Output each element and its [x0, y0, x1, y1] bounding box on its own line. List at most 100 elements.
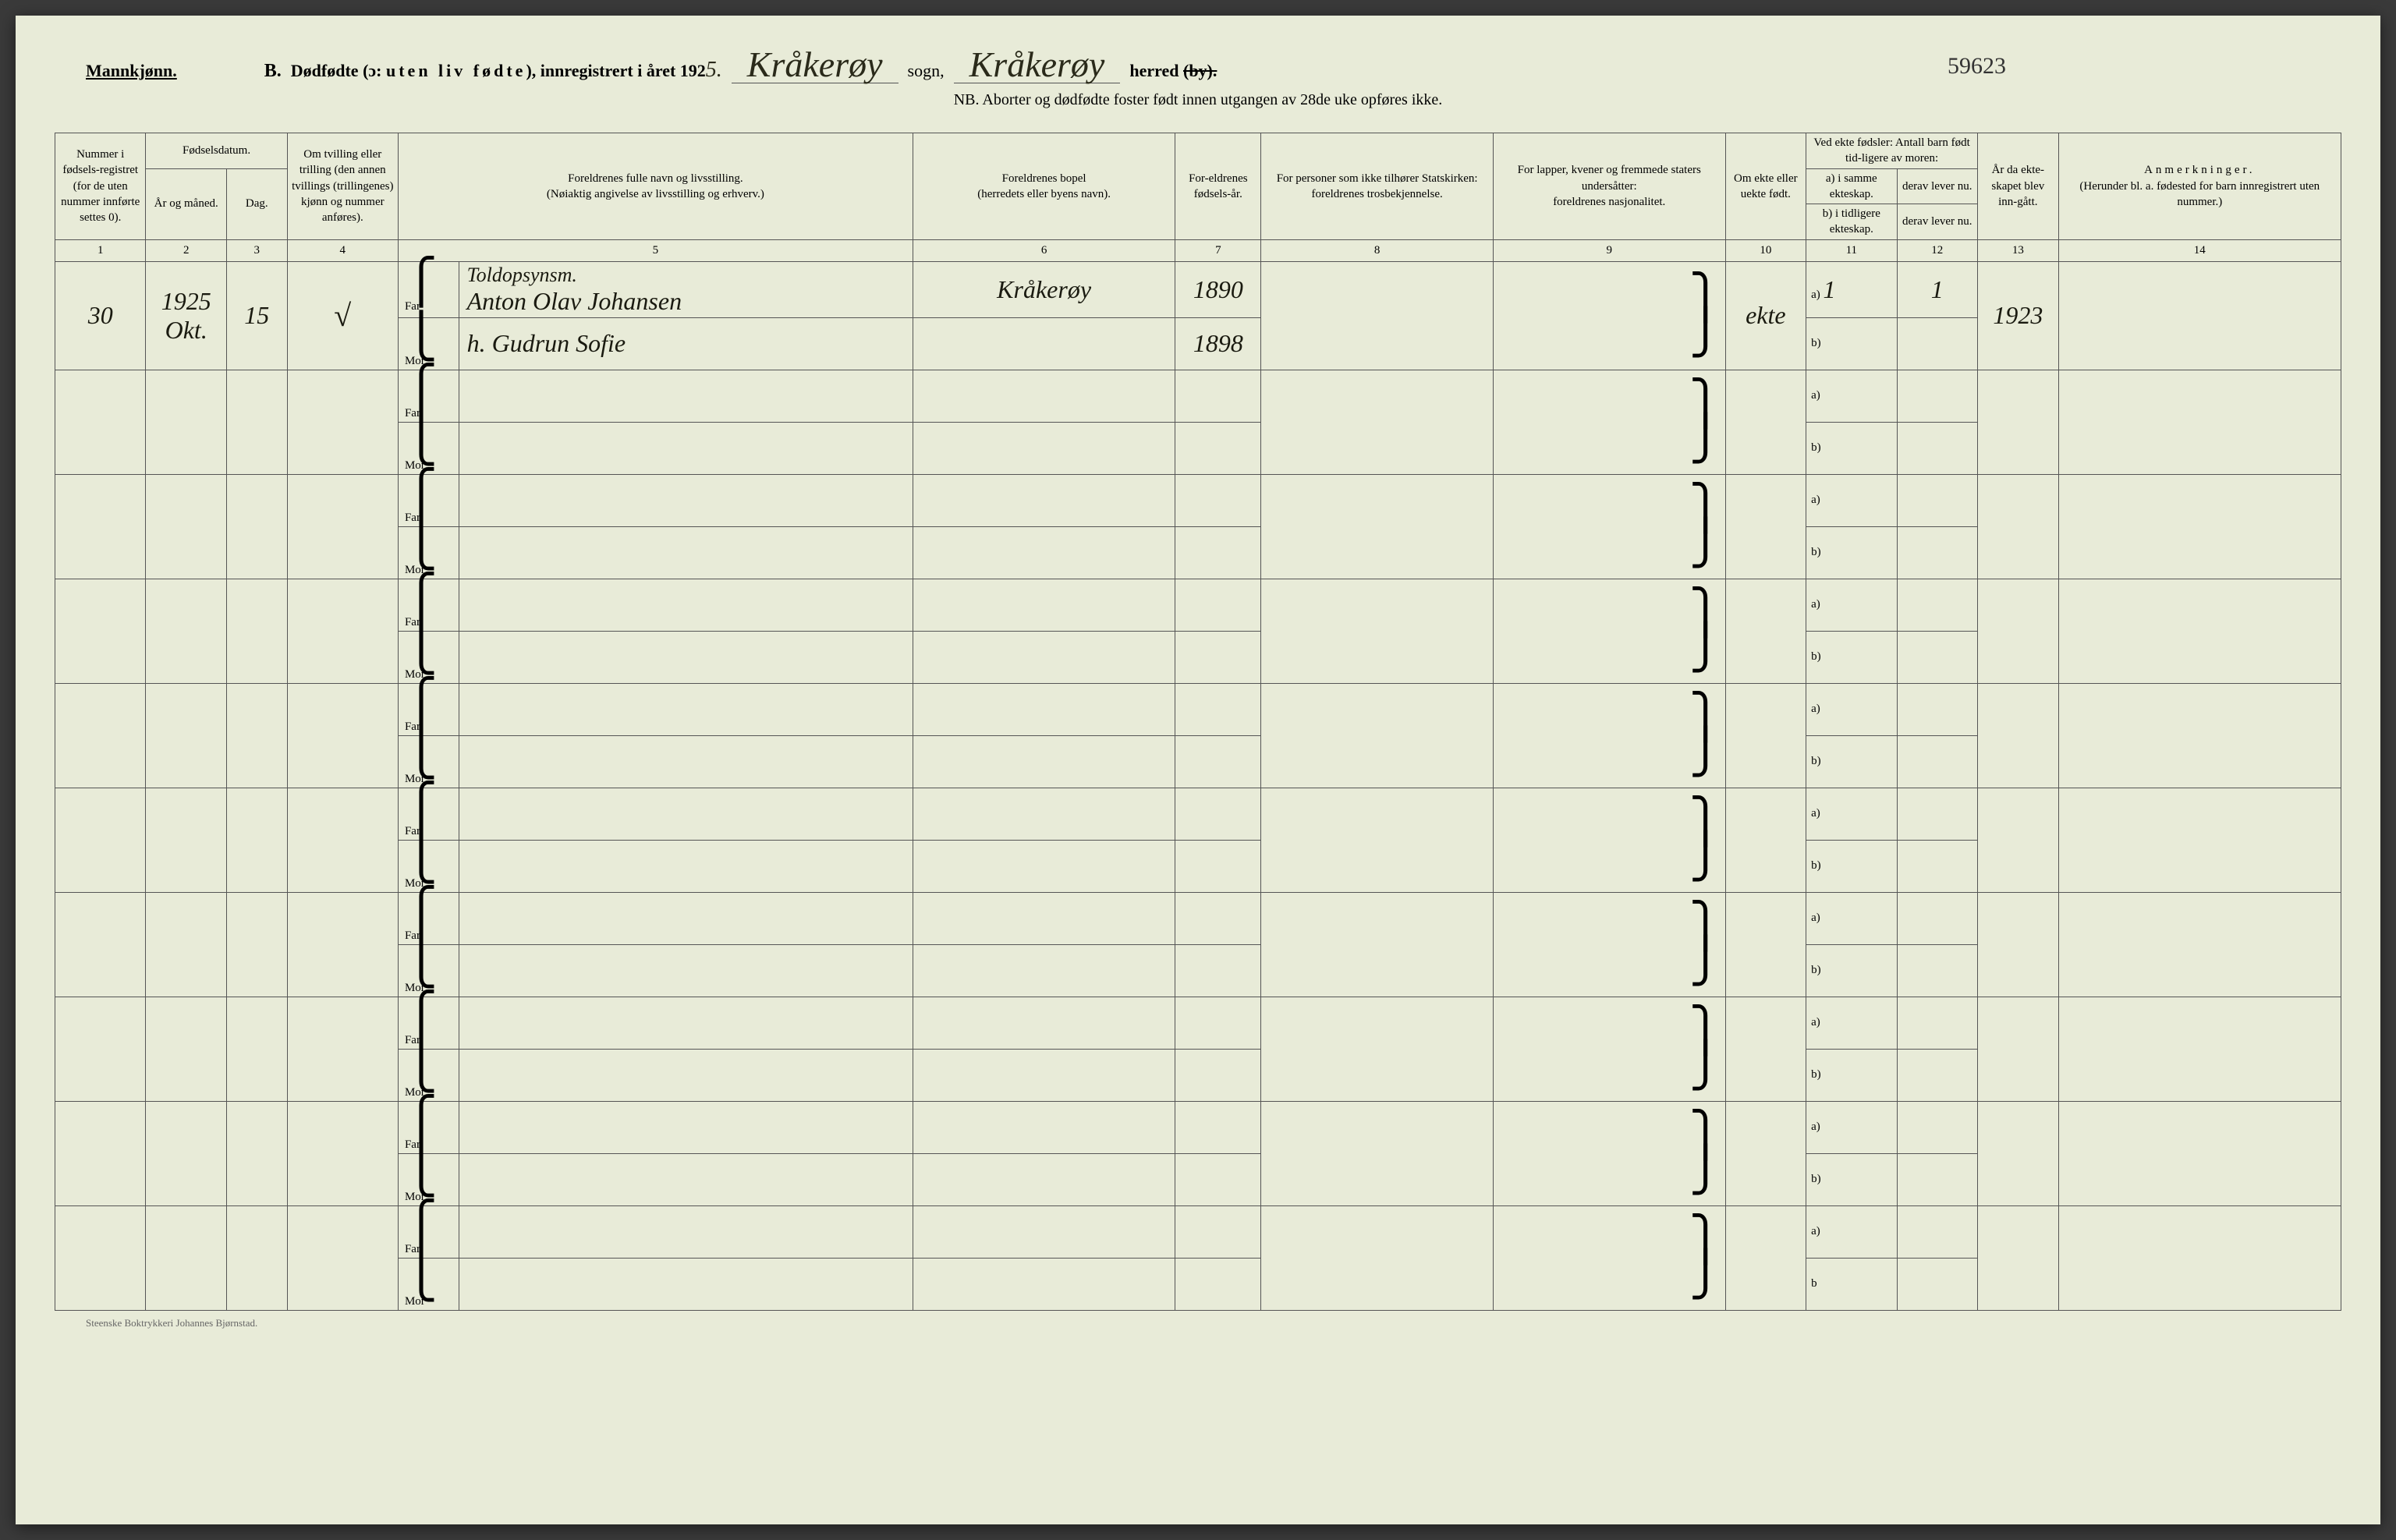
cell-yearmonth — [146, 1101, 227, 1205]
cell-c8 — [1261, 579, 1494, 683]
cell-c13 — [1978, 1205, 2059, 1310]
cell-c13 — [1978, 997, 2059, 1101]
cell-11b: b) — [1806, 422, 1897, 474]
far-text: Far — [405, 300, 420, 313]
cell-mor-year: 1898 — [1175, 317, 1261, 370]
val-ekte: ekte — [1746, 301, 1786, 329]
cell-twin — [287, 370, 398, 474]
cell-mor-name — [459, 526, 913, 579]
cell-c9: ⎫⎭ — [1493, 788, 1725, 892]
cell-day — [226, 997, 287, 1101]
cell-c8 — [1261, 1205, 1494, 1310]
cell-far-name: Toldopsynsm. Anton Olav Johansen — [459, 261, 913, 317]
brace-icon: ⎧ — [405, 1096, 438, 1145]
cell-ekte — [1725, 892, 1806, 997]
col11b-header: b) i tidligere ekteskap. — [1806, 204, 1897, 240]
cell-day — [226, 788, 287, 892]
cell-yearmonth — [146, 997, 227, 1101]
val-day: 15 — [244, 301, 269, 329]
cell-twin — [287, 1205, 398, 1310]
cell-num — [55, 474, 146, 579]
cell-11a: a) — [1806, 1101, 1897, 1153]
cell-ekte — [1725, 683, 1806, 788]
brace-icon: ⎩ — [405, 940, 438, 988]
herred-value: Kråkerøy — [954, 47, 1121, 83]
brace-icon: ⎩ — [405, 417, 438, 466]
cell-far-year — [1175, 474, 1261, 526]
brace-icon: ⎩ — [405, 835, 438, 883]
cell-far-year — [1175, 579, 1261, 631]
mor-label: ⎩ Mor — [398, 840, 459, 892]
cell-far-year — [1175, 370, 1261, 422]
mor-text: Mor — [405, 1295, 425, 1308]
col3-header: Dag. — [226, 168, 287, 239]
cell-12a — [1897, 997, 1978, 1049]
sub-heading: NB. Aborter og dødfødte foster født inne… — [55, 91, 2341, 109]
cell-c8 — [1261, 997, 1494, 1101]
cell-11a: a) — [1806, 1205, 1897, 1258]
cell-far-year — [1175, 1101, 1261, 1153]
col9b: foreldrenes nasjonalitet. — [1553, 196, 1665, 208]
cell-11a: a) — [1806, 370, 1897, 422]
cell-bopel-mor — [913, 1153, 1175, 1205]
cell-12a — [1897, 1205, 1978, 1258]
brace-right-icon: ⎫⎭ — [1689, 805, 1722, 875]
col12a-header: derav lever nu. — [1897, 168, 1978, 204]
table-row: ⎧ Far⎫⎭a) — [55, 474, 2341, 526]
cell-c14 — [2058, 370, 2341, 474]
cell-c13 — [1978, 683, 2059, 788]
col6-header: Foreldrenes bopel (herredets eller byens… — [913, 133, 1175, 240]
cell-mor-name — [459, 1153, 913, 1205]
cell-far-name — [459, 1205, 913, 1258]
cell-far-name — [459, 997, 913, 1049]
cell-12a — [1897, 370, 1978, 422]
mor-label: ⎩ Mor — [398, 526, 459, 579]
title-part1: Dødfødte (ɔ: uten liv fødte), innregistr… — [291, 58, 722, 83]
cell-11b: b) — [1806, 526, 1897, 579]
cell-mor-year — [1175, 735, 1261, 788]
far-label: ⎧ Far — [398, 474, 459, 526]
cell-mor-year — [1175, 422, 1261, 474]
val-mor-year: 1898 — [1193, 329, 1243, 357]
colnum-11: 11 — [1806, 239, 1897, 261]
cell-num — [55, 892, 146, 997]
brace-icon: ⎧ — [405, 678, 438, 727]
cell-bopel — [913, 370, 1175, 422]
brace-icon: ⎩ — [405, 522, 438, 570]
cell-day — [226, 474, 287, 579]
colnum-6: 6 — [913, 239, 1175, 261]
brace-icon: ⎧ — [405, 1201, 438, 1249]
cell-11b: b) — [1806, 317, 1897, 370]
cell-c14 — [2058, 1205, 2341, 1310]
herred-strike: (by). — [1183, 61, 1217, 80]
cell-num — [55, 1101, 146, 1205]
cell-day: 15 — [226, 261, 287, 370]
brace-icon: ⎩ — [405, 1044, 438, 1092]
brace-icon: ⎧ — [405, 258, 438, 306]
cell-bopel-mor — [913, 1049, 1175, 1101]
cell-far-year — [1175, 997, 1261, 1049]
table-row: ⎧ Far⎫⎭a) — [55, 683, 2341, 735]
cell-num — [55, 997, 146, 1101]
cell-12b — [1897, 944, 1978, 997]
cell-mor-name — [459, 1049, 913, 1101]
herred-word: herred — [1129, 61, 1179, 80]
cell-far-year — [1175, 683, 1261, 735]
cell-bopel-mor — [913, 735, 1175, 788]
colnum-12: 12 — [1897, 239, 1978, 261]
col5a: Foreldrenes fulle navn og livsstilling. — [568, 172, 743, 185]
cell-far-name — [459, 370, 913, 422]
mor-label: ⎩ Mor — [398, 317, 459, 370]
cell-c9: ⎫⎭ — [1493, 892, 1725, 997]
val-month: Okt. — [165, 316, 207, 344]
col9a: For lapper, kvener og fremmede staters u… — [1518, 164, 1701, 192]
cell-c14 — [2058, 1101, 2341, 1205]
cell-c13 — [1978, 474, 2059, 579]
cell-mor-name — [459, 944, 913, 997]
cell-far-name — [459, 1101, 913, 1153]
cell-bopel-mor — [913, 631, 1175, 683]
cell-11b: b) — [1806, 735, 1897, 788]
val-bopel: Kråkerøy — [997, 275, 1091, 303]
col14-header: Anmerkninger. (Herunder bl. a. fødested … — [2058, 133, 2341, 240]
cell-bopel-mor — [913, 944, 1175, 997]
